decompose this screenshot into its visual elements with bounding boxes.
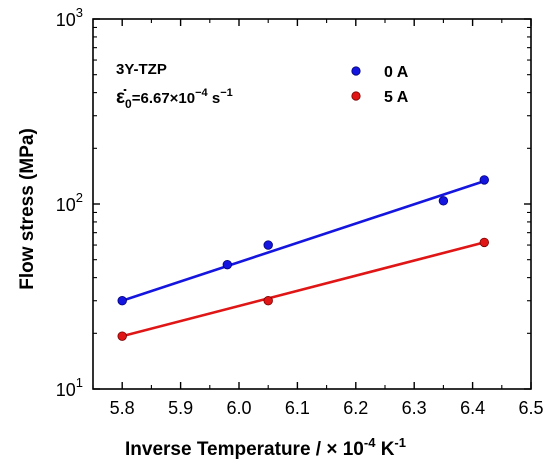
x-axis-title: Inverse Temperature / × 10-4 K-1: [125, 435, 406, 460]
material-label: 3Y-TZP: [116, 61, 167, 78]
x-tick-label: 6.0: [226, 398, 251, 418]
data-point-series-0: [222, 259, 233, 270]
legend: 0 A 5 A: [351, 64, 409, 106]
x-tick-label: 6.4: [460, 398, 485, 418]
data-point-series-0: [438, 196, 449, 206]
data-point-series-1: [479, 237, 489, 248]
x-tick-label: 5.9: [168, 398, 193, 418]
legend-label-0a: 0 A: [384, 64, 409, 81]
x-axis-title-unit: K: [375, 439, 394, 460]
y-axis-title: Flow stress (MPa): [17, 128, 38, 290]
y-tick-label: 102: [56, 190, 83, 215]
fit-line-series-0: [121, 179, 485, 302]
strain-rate-unit-exp: −1: [220, 87, 233, 99]
y-tick-label: 101: [56, 375, 83, 400]
strain-rate-exp: −4: [195, 87, 208, 99]
data-point-series-0: [117, 296, 127, 306]
fit-lines: [121, 179, 485, 338]
strain-rate-label: ε̇0=6.67×10−4 s−1: [116, 87, 233, 111]
axis-ticks: 5.8 5.9 6.0 6.1 6.2 6.3 6.4 6.5 101 102 103: [56, 5, 544, 418]
x-axis-title-unit-exp: -1: [394, 435, 406, 450]
data-point-series-1: [263, 296, 273, 306]
legend-label-5a: 5 A: [384, 89, 409, 106]
strain-rate-unit: s: [208, 90, 221, 107]
x-tick-label: 5.8: [110, 398, 135, 418]
legend-marker-5a: [351, 91, 361, 101]
x-axis-title-exp: -4: [364, 435, 376, 450]
data-point-series-0: [479, 175, 489, 185]
x-tick-label: 6.3: [402, 398, 427, 418]
y-tick-label: 103: [56, 5, 83, 30]
strain-rate-value: =6.67×10: [132, 90, 195, 107]
x-tick-label: 6.5: [518, 398, 543, 418]
x-tick-label: 6.1: [285, 398, 310, 418]
strain-rate-sub: 0: [125, 97, 132, 111]
legend-marker-0a: [351, 66, 361, 76]
x-axis-title-main: Inverse Temperature / × 10: [125, 439, 364, 460]
data-points: [117, 175, 489, 341]
data-point-series-0: [263, 240, 273, 250]
fit-line-series-1: [121, 241, 485, 338]
data-point-series-1: [117, 331, 127, 341]
strain-rate-symbol: ε̇: [116, 87, 127, 108]
x-tick-label: 6.2: [343, 398, 368, 418]
